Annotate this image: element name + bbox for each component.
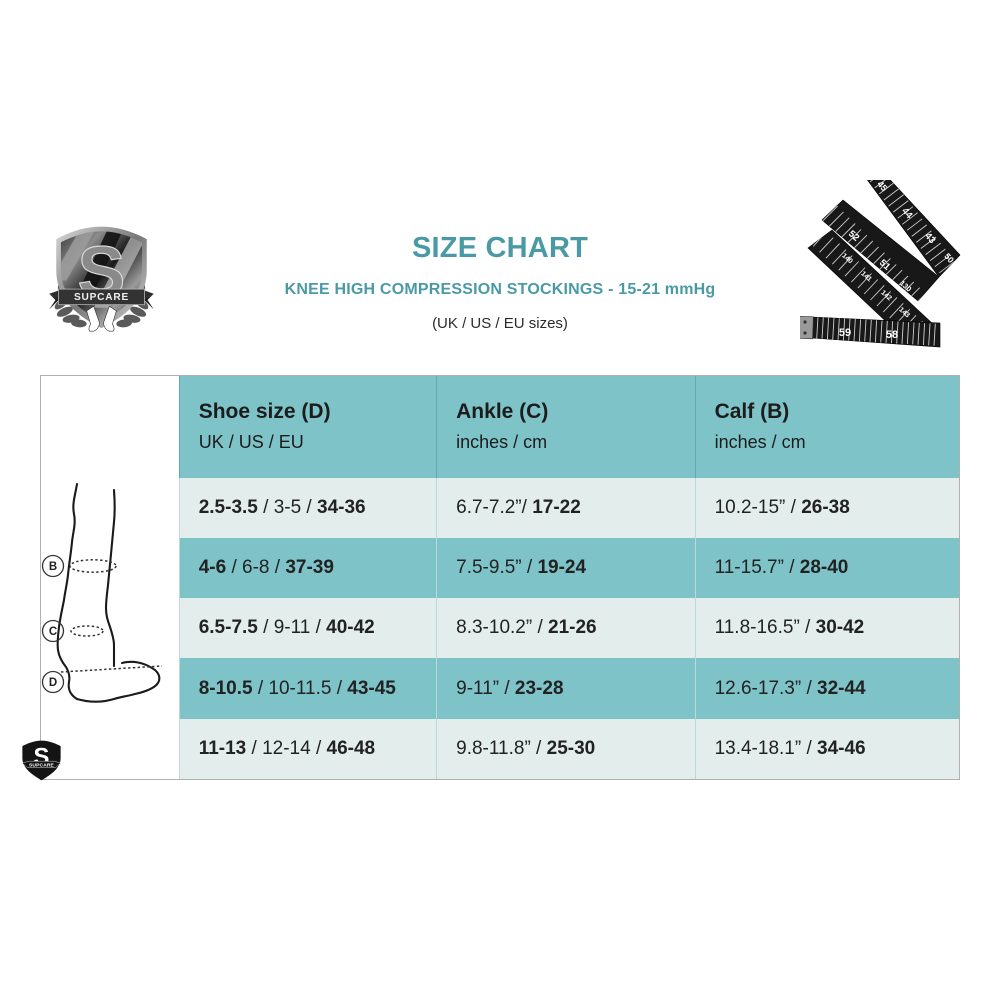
svg-text:D: D bbox=[49, 677, 57, 689]
svg-text:C: C bbox=[49, 626, 57, 638]
svg-text:SUPCARE: SUPCARE bbox=[29, 763, 55, 769]
svg-text:B: B bbox=[49, 561, 57, 573]
svg-text:5: 5 bbox=[819, 205, 829, 215]
